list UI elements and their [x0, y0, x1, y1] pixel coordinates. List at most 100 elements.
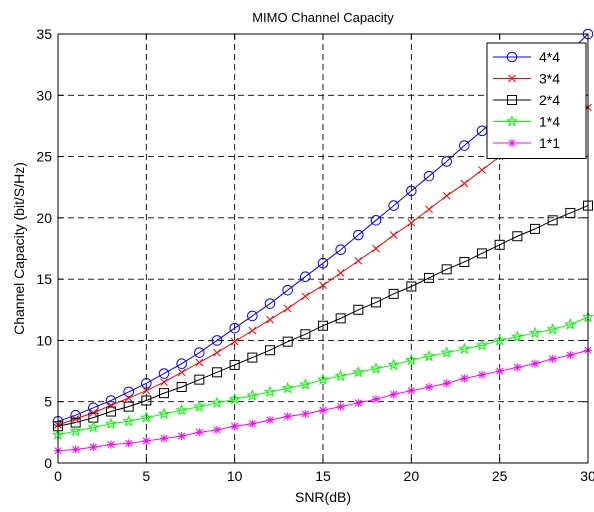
data-point [565, 207, 576, 218]
data-point [89, 443, 98, 452]
data-point [372, 244, 380, 253]
legend-box [486, 42, 587, 159]
data-point [369, 362, 383, 374]
data-point [334, 369, 347, 382]
data-point [175, 403, 188, 416]
y-tick-label: 20 [36, 210, 52, 226]
data-point [477, 248, 487, 259]
legend-label: 1*4 [539, 114, 560, 130]
data-point [248, 326, 257, 335]
data-point [142, 386, 151, 395]
data-point [140, 411, 153, 423]
data-point [531, 359, 539, 368]
data-point [547, 215, 558, 226]
series-line [57, 316, 589, 436]
data-point [372, 395, 380, 404]
data-point [266, 416, 274, 425]
data-point [371, 297, 381, 308]
data-point [123, 401, 134, 412]
data-point [336, 402, 345, 411]
legend-entry: 1*1 [493, 135, 560, 151]
data-point [265, 345, 275, 356]
y-axis-label: Channel Capacity (bit/S/Hz) [11, 162, 27, 335]
data-point [317, 257, 329, 269]
data-point [442, 191, 451, 200]
data-point [229, 322, 240, 334]
data-point [176, 358, 187, 370]
data-point [425, 205, 433, 214]
data-point [158, 368, 170, 379]
data-point [405, 353, 418, 366]
data-point [475, 338, 489, 351]
data-point [512, 231, 523, 242]
data-point [107, 440, 115, 449]
data-point [511, 330, 524, 342]
data-point [389, 390, 398, 399]
data-point [495, 367, 504, 376]
data-point [230, 422, 239, 431]
data-point [459, 256, 470, 267]
data-point [422, 349, 436, 362]
data-point [176, 382, 187, 393]
legend-label: 2*4 [539, 92, 560, 108]
data-point [159, 388, 169, 399]
data-point [301, 409, 310, 418]
data-point [212, 367, 222, 378]
legend-entry: 3*4 [493, 71, 560, 87]
data-point [388, 200, 399, 211]
data-point [528, 326, 542, 339]
data-point [478, 370, 486, 379]
data-point [194, 374, 205, 385]
data-point [246, 389, 259, 401]
legend-label: 1*1 [539, 135, 560, 151]
data-point [301, 292, 310, 301]
data-point [141, 378, 152, 389]
chart-title: MIMO Channel Capacity [252, 10, 394, 25]
data-point [353, 229, 364, 241]
y-tick-label: 35 [36, 26, 52, 42]
data-point [104, 417, 118, 429]
data-point [71, 415, 80, 423]
y-tick-label: 30 [36, 87, 52, 103]
data-point [193, 400, 206, 412]
legend-label: 3*4 [539, 71, 560, 87]
data-point [264, 298, 276, 309]
legend-label: 4*4 [539, 49, 560, 65]
x-tick-label: 25 [492, 468, 508, 484]
legend-marker [507, 95, 517, 105]
data-point [283, 304, 292, 313]
data-point [354, 256, 363, 265]
data-point [229, 359, 240, 370]
y-tick-label: 5 [44, 394, 52, 410]
legend-entry: 1*4 [493, 114, 560, 130]
data-point [513, 363, 522, 372]
data-point [282, 284, 293, 296]
x-tick-label: 20 [404, 468, 420, 484]
data-point [177, 368, 186, 377]
data-point [300, 271, 311, 282]
data-point [335, 244, 346, 256]
data-point [425, 383, 433, 392]
data-point [87, 421, 100, 433]
data-point [213, 425, 221, 434]
data-point [263, 385, 277, 398]
x-tick-label: 30 [580, 468, 594, 484]
data-point [230, 337, 239, 346]
data-point [459, 140, 470, 151]
data-point [319, 281, 327, 290]
data-point [336, 269, 345, 277]
data-point [423, 170, 435, 182]
legend-marker [505, 115, 519, 127]
data-point [460, 374, 469, 383]
data-point [406, 185, 417, 197]
data-point [194, 347, 205, 358]
data-point [123, 386, 134, 398]
data-point [442, 379, 451, 388]
data-point [283, 412, 292, 421]
data-point [440, 346, 453, 358]
data-point [210, 396, 224, 409]
data-point [352, 365, 365, 378]
legend: 4*4 3*4 2*4 1*4 1*1 [486, 42, 587, 159]
data-point [228, 392, 241, 405]
